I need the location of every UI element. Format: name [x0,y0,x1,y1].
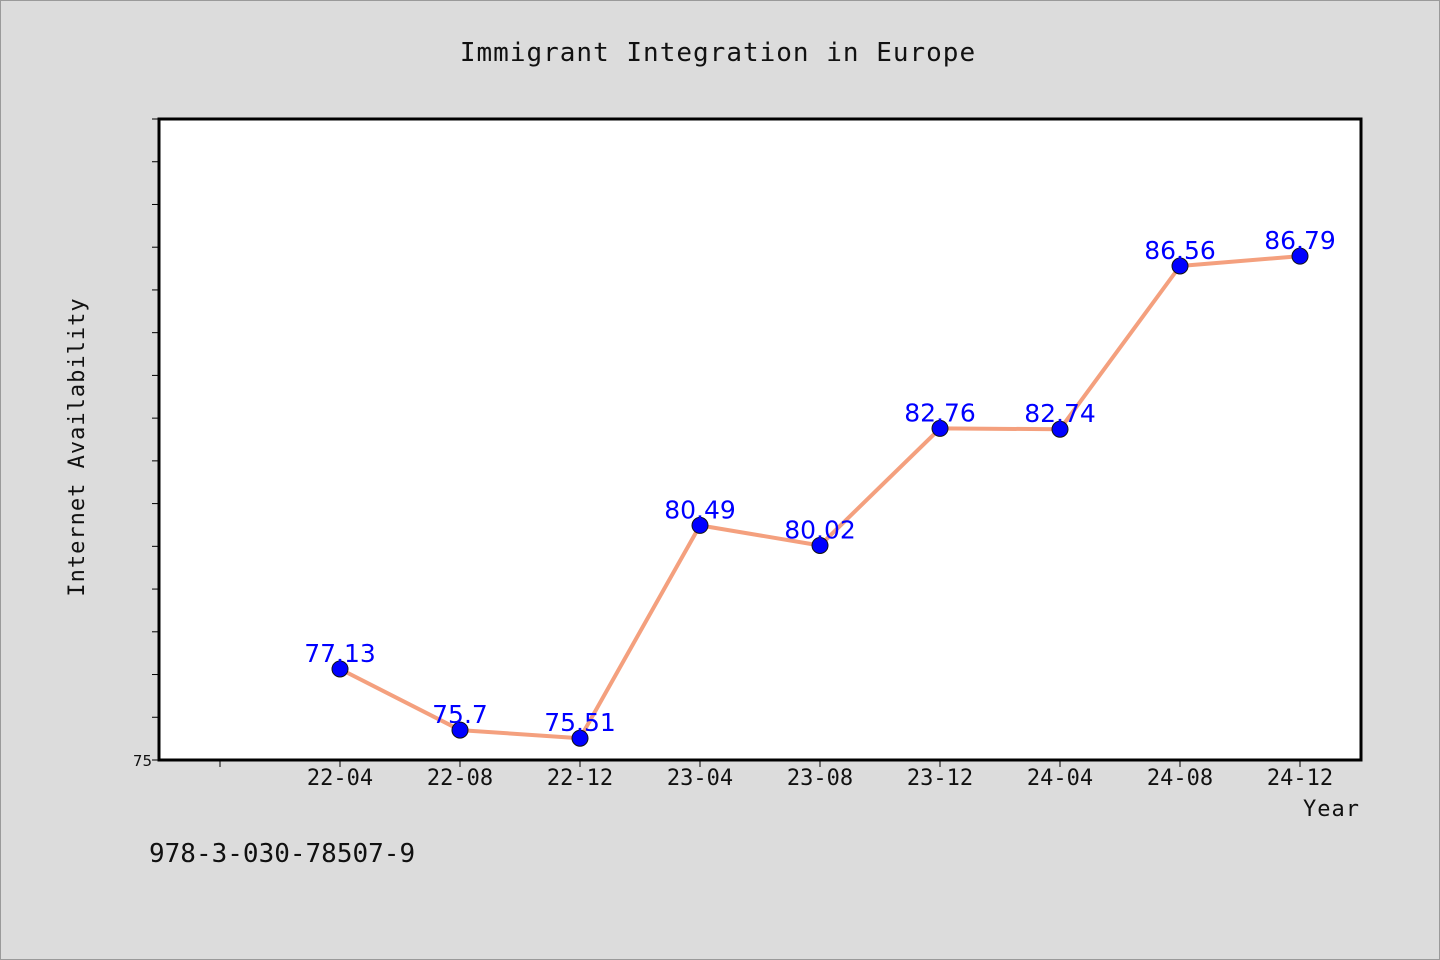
x-tick-label: 24-08 [1147,766,1213,791]
data-point [1051,420,1069,438]
data-point [331,660,349,678]
data-point [931,419,949,437]
data-point [451,721,469,739]
x-tick-label: 24-12 [1267,766,1333,791]
x-tick-label: 22-04 [307,766,373,791]
data-label: 80.49 [664,495,736,524]
data-point [1171,257,1189,275]
chart-title: Immigrant Integration in Europe [460,38,976,68]
data-label: 75.51 [544,708,616,737]
x-axis-label: Year [1303,797,1360,822]
data-point [1291,247,1309,265]
x-tick-label: 22-08 [427,766,493,791]
data-label: 77.13 [304,639,376,668]
data-labels: 77.13 75.7 75.51 80.49 80.02 82.76 82.74 86.56 8… [304,226,1336,737]
data-point [691,516,709,534]
data-point [811,536,829,554]
data-points [331,247,1309,747]
x-tick-label: 23-04 [667,766,733,791]
x-tick-label: 23-08 [787,766,853,791]
x-tick-label: 22-12 [547,766,613,791]
data-point [571,729,589,747]
footer-code: 978-3-030-78507-9 [149,839,415,869]
data-label: 75.7 [432,700,488,729]
data-label: 80.02 [784,515,856,544]
x-axis-ticks: 22-04 22-08 22-12 23-04 23-08 23-12 24-04 24-08… [219,760,1333,791]
data-label: 86.56 [1144,236,1216,265]
x-tick-label: 23-12 [907,766,973,791]
data-label: 82.76 [904,398,976,427]
plot-area [157,117,1363,762]
y-axis-ticks [152,118,159,761]
x-tick-label: 24-04 [1027,766,1093,791]
data-label: 82.74 [1024,399,1096,428]
data-label: 86.79 [1264,226,1336,255]
y-tick-label-75: 75 [133,752,152,770]
y-axis-label: Internet Availability [65,297,90,596]
